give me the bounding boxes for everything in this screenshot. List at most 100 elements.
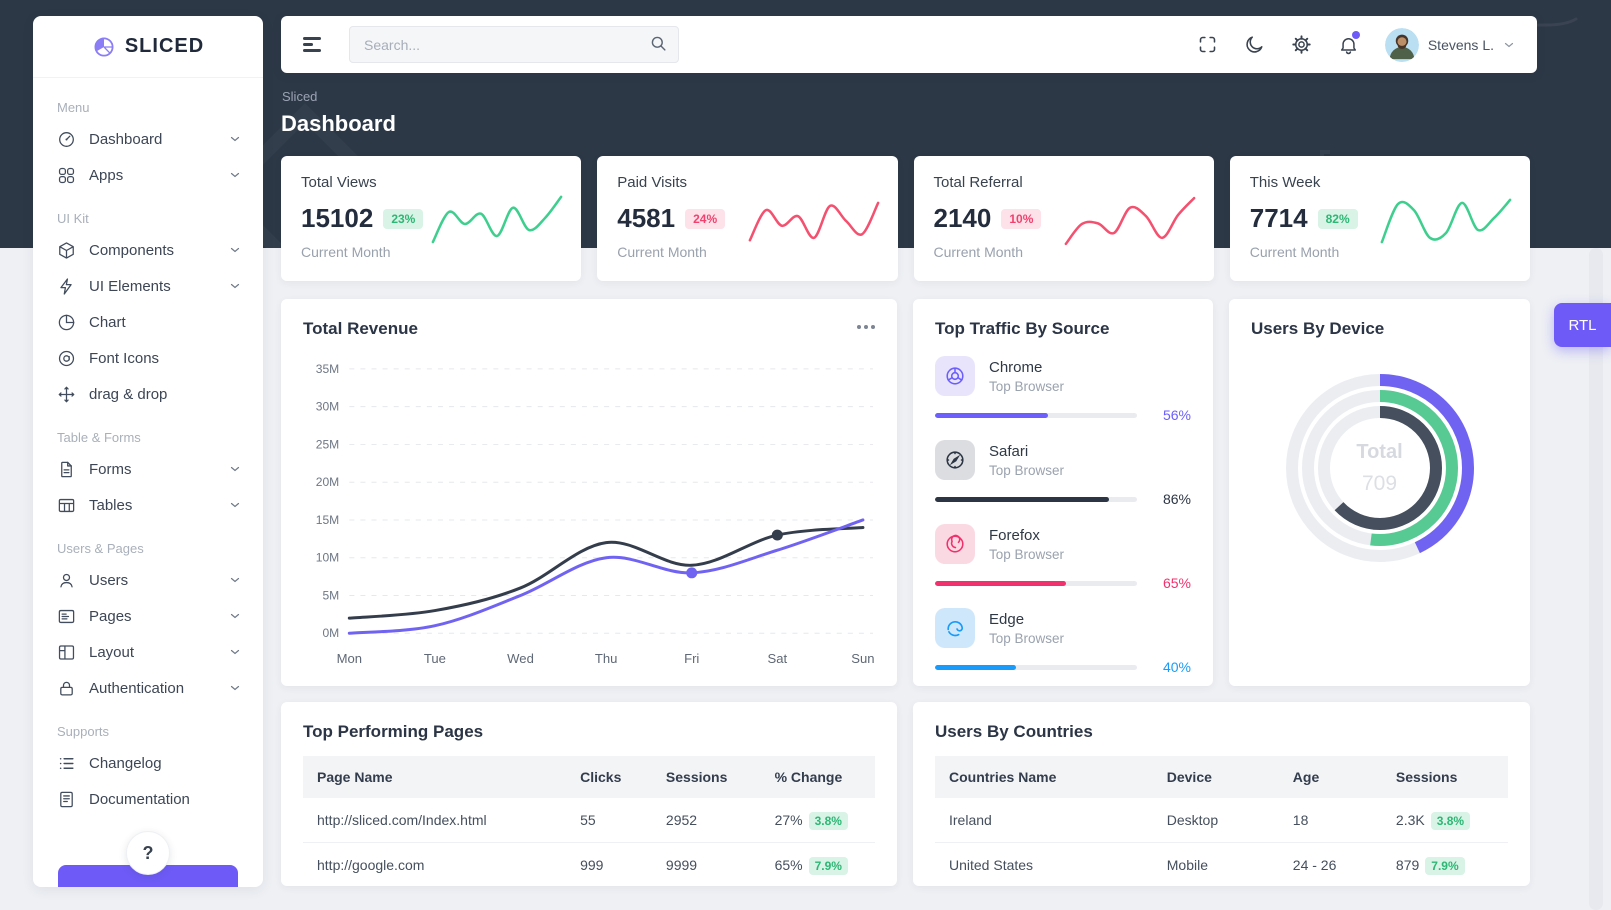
sparkline-chart [1064, 196, 1196, 246]
sidebar-item-changelog[interactable]: Changelog [57, 745, 263, 781]
sidebar-item-tables[interactable]: Tables [57, 487, 263, 523]
dark-mode-moon-icon[interactable] [1244, 34, 1265, 55]
notifications-bell-icon[interactable] [1338, 31, 1360, 55]
search-icon[interactable] [649, 34, 668, 53]
stat-caption: Current Month [301, 244, 391, 260]
search-input[interactable] [349, 26, 679, 63]
stat-badge: 10% [1001, 208, 1042, 229]
svg-text:20M: 20M [316, 475, 340, 489]
table-row: http://sliced.com/Index.html 55 2952 27%… [303, 798, 875, 843]
stat-value: 4581 [617, 203, 676, 233]
sidebar-item-ui-elements[interactable]: UI Elements [57, 268, 263, 304]
sidebar-item-documentation[interactable]: Documentation [57, 781, 263, 817]
tables-icon [58, 498, 75, 512]
traffic-item-forefox: Forefox Top Browser 65% [935, 524, 1191, 591]
change-badge: 3.8% [808, 812, 848, 830]
sidebar-section-label: Users & Pages [57, 541, 144, 556]
sidebar-item-label: Changelog [89, 754, 162, 772]
stat-title: Paid Visits [617, 174, 688, 191]
sidebar-item-label: Forms [89, 460, 132, 478]
country-cell: United States [949, 857, 1034, 873]
documentation-icon [60, 791, 73, 807]
sidebar-item-chart[interactable]: Chart [57, 304, 263, 340]
stat-badge: 24% [685, 208, 726, 229]
sidebar-item-components[interactable]: Components [57, 232, 263, 268]
help-button[interactable]: ? [126, 831, 170, 875]
sidebar-item-apps[interactable]: Apps [57, 157, 263, 193]
sidebar-item-forms[interactable]: Forms [57, 451, 263, 487]
sidebar-item-authentication[interactable]: Authentication [57, 670, 263, 706]
avatar [1384, 27, 1419, 62]
sidebar-item-pages[interactable]: Pages [57, 598, 263, 634]
top-performing-pages-card: Top Performing Pages Page Name Clicks Se… [281, 702, 897, 886]
total-revenue-card: Total Revenue 0M 5M 10M 15M 20M 25M 30M 35M Mon T… [281, 299, 897, 686]
device-cell: Mobile [1166, 857, 1208, 873]
sidebar-item-font-icons[interactable]: Font Icons [57, 340, 263, 376]
traffic-source-name: Chrome [989, 358, 1043, 376]
users-by-device-card: Users By Device Total 709 [1229, 299, 1530, 686]
brand-logo[interactable]: SLICED [33, 16, 263, 78]
chevron-down-icon [230, 466, 240, 472]
brand-name: SLICED [124, 35, 205, 57]
lock-icon [60, 681, 73, 695]
sessions-badge: 7.9% [1425, 857, 1465, 875]
progress-bar [935, 412, 1137, 418]
chevron-down-icon [1504, 42, 1514, 47]
traffic-source-subtitle: Top Browser [989, 462, 1065, 478]
sidebar-item-drag-drop[interactable]: drag & drop [57, 376, 263, 412]
sidebar-item-label: Tables [89, 496, 133, 514]
chevron-down-icon [230, 502, 240, 508]
card-title: Top Performing Pages [303, 722, 484, 741]
menu-toggle-icon[interactable] [303, 34, 323, 56]
traffic-percent: 56% [1162, 407, 1191, 423]
column-header: % Change [760, 756, 875, 798]
rtl-toggle-button[interactable]: RTL [1554, 303, 1611, 347]
users-by-countries-table: Countries Name Device Age Sessions Irela… [935, 756, 1508, 886]
chart-icon [58, 314, 75, 330]
table-row: Ireland Desktop 18 2.3K 3.8% [935, 798, 1508, 843]
traffic-percent: 65% [1162, 575, 1191, 591]
revenue-line-chart: 0M 5M 10M 15M 20M 25M 30M 35M Mon Tue Wed Thu Fri Sat… [316, 362, 875, 666]
progress-bar [935, 664, 1137, 670]
sidebar-item-dashboard[interactable]: Dashboard [57, 121, 263, 157]
breadcrumb[interactable]: Sliced [282, 89, 318, 104]
safari-icon [935, 440, 975, 480]
top-traffic-card: Top Traffic By Source Chrome Top Browser [913, 299, 1213, 686]
column-header: Device [1152, 756, 1279, 798]
chevron-down-icon [230, 685, 240, 691]
sidebar-item-layout[interactable]: Layout [57, 634, 263, 670]
stat-card-this-week: This Week 7714 82% Current Month [1229, 156, 1530, 281]
page-scrollbar[interactable] [1589, 248, 1603, 910]
search-box [349, 26, 679, 63]
change-badge: 7.9% [808, 857, 848, 875]
card-title: Top Traffic By Source [935, 319, 1110, 338]
user-name: Stevens L. [1427, 36, 1494, 53]
sidebar-item-label: Users [89, 571, 129, 589]
progress-bar [935, 580, 1137, 586]
user-menu[interactable]: Stevens L. [1384, 27, 1515, 62]
chevron-down-icon [230, 613, 240, 619]
traffic-source-subtitle: Top Browser [989, 378, 1065, 394]
sidebar-item-users[interactable]: Users [57, 562, 263, 598]
device-cell: Desktop [1152, 798, 1279, 843]
traffic-item-chrome: Chrome Top Browser 56% [935, 356, 1191, 423]
svg-text:15M: 15M [316, 513, 340, 527]
traffic-percent: 40% [1162, 659, 1191, 675]
drag-drop-icon [58, 386, 75, 402]
stat-cards-row: Total Views 15102 23% Current Month Paid… [281, 156, 1530, 281]
sidebar-item-label: Apps [89, 166, 124, 184]
svg-text:Thu: Thu [595, 651, 618, 666]
users-icon [60, 573, 73, 587]
more-options-icon[interactable] [857, 325, 875, 329]
card-title: Users By Countries [935, 722, 1093, 741]
notification-badge [1351, 31, 1360, 39]
table-row: United States Mobile 24 - 26 879 7.9% [935, 843, 1508, 887]
settings-gear-icon[interactable] [1291, 34, 1312, 55]
fullscreen-icon[interactable] [1197, 34, 1218, 55]
sparkline-chart [1380, 198, 1512, 244]
sidebar-bottom-button[interactable] [58, 865, 238, 887]
stat-caption: Current Month [1249, 244, 1340, 260]
chevron-down-icon [230, 283, 240, 289]
sessions-cell: 2.3K 3.8% [1381, 798, 1508, 843]
